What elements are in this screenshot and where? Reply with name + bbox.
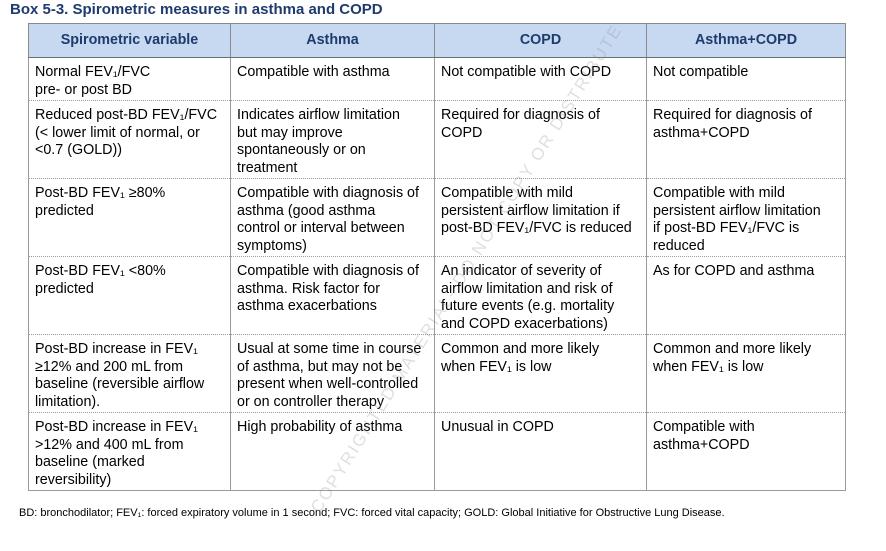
cell-variable: Post-BD FEV₁ ≥80% predicted bbox=[28, 178, 231, 257]
cell-copd: Required for diagnosis of COPD bbox=[434, 100, 647, 179]
cell-asthma: Usual at some time in course of asthma, … bbox=[230, 334, 435, 413]
cell-copd: Not compatible with COPD bbox=[434, 57, 647, 101]
table-row: Reduced post-BD FEV₁/FVC (< lower limit … bbox=[28, 100, 846, 179]
column-header-copd: COPD bbox=[434, 23, 647, 58]
column-header-variable: Spirometric variable bbox=[28, 23, 231, 58]
box-title: Box 5-3. Spirometric measures in asthma … bbox=[10, 1, 383, 18]
spirometry-table: Spirometric variable Asthma COPD Asthma+… bbox=[28, 23, 846, 491]
cell-variable: Post-BD increase in FEV₁ >12% and 400 mL… bbox=[28, 412, 231, 491]
cell-variable: Post-BD increase in FEV₁ ≥12% and 200 mL… bbox=[28, 334, 231, 413]
cell-asthma-copd: Compatible with asthma+COPD bbox=[646, 412, 846, 491]
cell-asthma-copd: Common and more likely when FEV₁ is low bbox=[646, 334, 846, 413]
column-header-asthma-copd: Asthma+COPD bbox=[646, 23, 846, 58]
header-row: Spirometric variable Asthma COPD Asthma+… bbox=[28, 23, 846, 58]
cell-copd: An indicator of severity of airflow limi… bbox=[434, 256, 647, 335]
table-row: Post-BD FEV₁ <80% predicted Compatible w… bbox=[28, 256, 846, 335]
cell-variable: Post-BD FEV₁ <80% predicted bbox=[28, 256, 231, 335]
table-row: Post-BD increase in FEV₁ ≥12% and 200 mL… bbox=[28, 334, 846, 413]
table-row: Post-BD FEV₁ ≥80% predicted Compatible w… bbox=[28, 178, 846, 257]
cell-copd: Unusual in COPD bbox=[434, 412, 647, 491]
cell-variable: Reduced post-BD FEV₁/FVC (< lower limit … bbox=[28, 100, 231, 179]
cell-asthma: High probability of asthma bbox=[230, 412, 435, 491]
cell-copd: Common and more likely when FEV₁ is low bbox=[434, 334, 647, 413]
column-header-asthma: Asthma bbox=[230, 23, 435, 58]
cell-variable: Normal FEV₁/FVC pre- or post BD bbox=[28, 57, 231, 101]
footnote: BD: bronchodilator; FEV₁: forced expirat… bbox=[19, 507, 725, 519]
table-row: Normal FEV₁/FVC pre- or post BD Compatib… bbox=[28, 57, 846, 101]
cell-asthma: Compatible with diagnosis of asthma. Ris… bbox=[230, 256, 435, 335]
cell-asthma-copd: Compatible with mild persistent airflow … bbox=[646, 178, 846, 257]
cell-copd: Compatible with mild persistent airflow … bbox=[434, 178, 647, 257]
cell-asthma: Compatible with diagnosis of asthma (goo… bbox=[230, 178, 435, 257]
cell-asthma: Compatible with asthma bbox=[230, 57, 435, 101]
cell-asthma: Indicates airflow limitation but may imp… bbox=[230, 100, 435, 179]
cell-asthma-copd: Required for diagnosis of asthma+COPD bbox=[646, 100, 846, 179]
cell-asthma-copd: Not compatible bbox=[646, 57, 846, 101]
table-row: Post-BD increase in FEV₁ >12% and 400 mL… bbox=[28, 412, 846, 491]
cell-asthma-copd: As for COPD and asthma bbox=[646, 256, 846, 335]
